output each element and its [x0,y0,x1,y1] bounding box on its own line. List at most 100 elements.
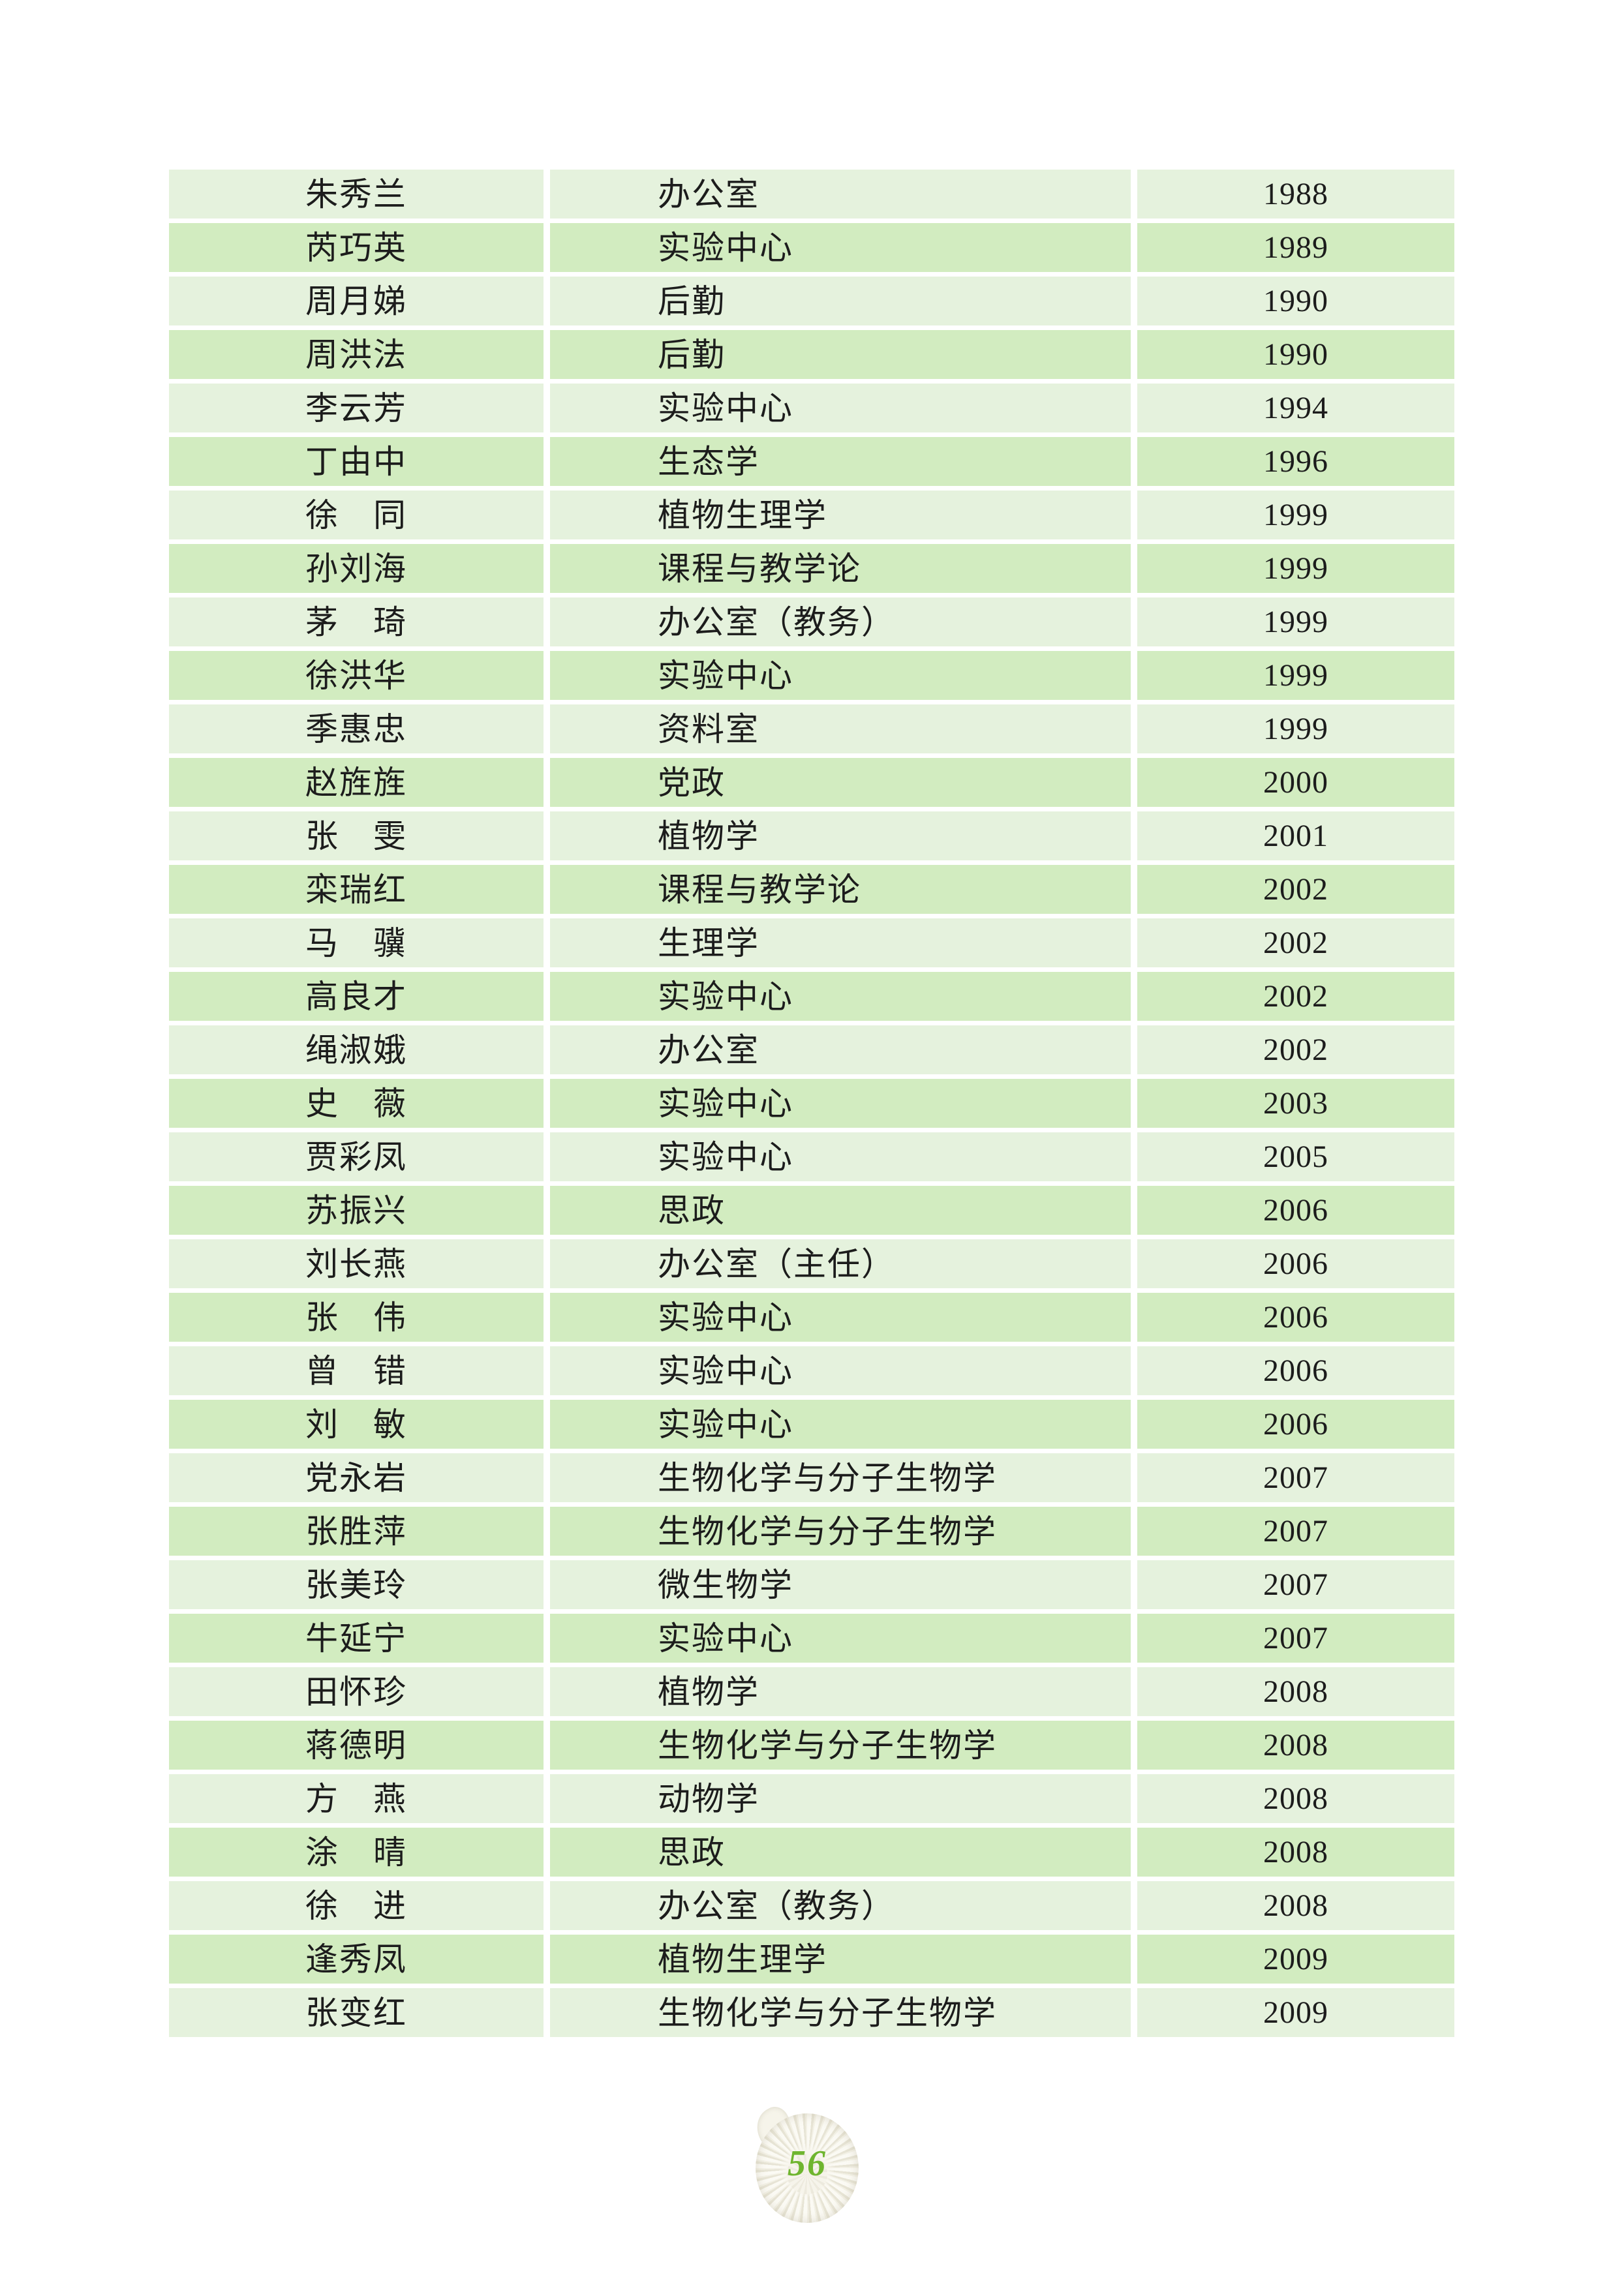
staff-department-cell: 思政 [550,1828,1131,1877]
staff-year-cell: 1996 [1137,437,1454,486]
table-row: 曾 错 实验中心 2006 [169,1346,1454,1395]
staff-name-cell: 苏振兴 [169,1186,544,1235]
table-row: 徐 同 植物生理学 1999 [169,491,1454,539]
staff-year-cell: 2006 [1137,1186,1454,1235]
table-row: 徐 进 办公室（教务） 2008 [169,1881,1454,1930]
staff-year-cell: 2001 [1137,811,1454,860]
staff-year-cell: 1999 [1137,704,1454,753]
table-row: 季惠忠 资料室 1999 [169,704,1454,753]
staff-year-cell: 2002 [1137,918,1454,967]
staff-department-cell: 思政 [550,1186,1131,1235]
table-row: 周月娣 后勤 1990 [169,277,1454,325]
staff-year-cell: 1999 [1137,491,1454,539]
staff-name-cell: 孙刘海 [169,544,544,593]
staff-year-cell: 1989 [1137,223,1454,272]
staff-department-cell: 办公室（教务） [550,1881,1131,1930]
staff-department-cell: 办公室（主任） [550,1239,1131,1288]
table-row: 赵旌旌 党政 2000 [169,758,1454,807]
table-row: 蒋德明 生物化学与分子生物学 2008 [169,1721,1454,1770]
staff-department-cell: 实验中心 [550,223,1131,272]
staff-department-cell: 植物学 [550,811,1131,860]
staff-name-cell: 张 雯 [169,811,544,860]
staff-department-cell: 后勤 [550,330,1131,379]
staff-name-cell: 高良才 [169,972,544,1021]
staff-name-cell: 曾 错 [169,1346,544,1395]
staff-department-cell: 课程与教学论 [550,544,1131,593]
table-row: 周洪法 后勤 1990 [169,330,1454,379]
table-row: 史 薇 实验中心 2003 [169,1079,1454,1128]
staff-name-cell: 史 薇 [169,1079,544,1128]
staff-department-cell: 动物学 [550,1774,1131,1823]
staff-department-cell: 微生物学 [550,1560,1131,1609]
staff-department-cell: 植物生理学 [550,491,1131,539]
staff-year-cell: 1990 [1137,277,1454,325]
table-row: 李云芳 实验中心 1994 [169,384,1454,432]
staff-name-cell: 季惠忠 [169,704,544,753]
staff-name-cell: 栾瑞红 [169,865,544,914]
staff-name-cell: 茅 琦 [169,597,544,646]
staff-year-cell: 2008 [1137,1774,1454,1823]
staff-name-cell: 党永岩 [169,1453,544,1502]
staff-department-cell: 生理学 [550,918,1131,967]
staff-department-cell: 办公室（教务） [550,597,1131,646]
staff-year-cell: 2007 [1137,1453,1454,1502]
staff-department-cell: 党政 [550,758,1131,807]
staff-year-cell: 2002 [1137,972,1454,1021]
table-row: 贾彩凤 实验中心 2005 [169,1132,1454,1181]
staff-department-cell: 生物化学与分子生物学 [550,1988,1131,2037]
staff-year-cell: 1990 [1137,330,1454,379]
table-row: 张 雯 植物学 2001 [169,811,1454,860]
staff-name-cell: 徐 同 [169,491,544,539]
staff-department-cell: 实验中心 [550,1346,1131,1395]
staff-year-cell: 2006 [1137,1293,1454,1342]
staff-year-cell: 1999 [1137,544,1454,593]
staff-department-cell: 实验中心 [550,1079,1131,1128]
table-row: 牛延宁 实验中心 2007 [169,1614,1454,1663]
staff-name-cell: 绳淑娥 [169,1025,544,1074]
staff-name-cell: 张美玲 [169,1560,544,1609]
staff-name-cell: 刘 敏 [169,1400,544,1449]
staff-department-cell: 生物化学与分子生物学 [550,1453,1131,1502]
table-row: 刘长燕 办公室（主任） 2006 [169,1239,1454,1288]
staff-name-cell: 马 骥 [169,918,544,967]
table-row: 丁由中 生态学 1996 [169,437,1454,486]
staff-name-cell: 逢秀凤 [169,1935,544,1984]
staff-year-cell: 2008 [1137,1828,1454,1877]
table-row: 高良才 实验中心 2002 [169,972,1454,1021]
staff-department-cell: 实验中心 [550,1614,1131,1663]
staff-name-cell: 张变红 [169,1988,544,2037]
staff-name-cell: 赵旌旌 [169,758,544,807]
table-row: 张美玲 微生物学 2007 [169,1560,1454,1609]
staff-department-cell: 实验中心 [550,651,1131,700]
staff-year-cell: 1999 [1137,597,1454,646]
staff-department-cell: 实验中心 [550,384,1131,432]
table-row: 逢秀凤 植物生理学 2009 [169,1935,1454,1984]
staff-department-cell: 生态学 [550,437,1131,486]
table-row: 绳淑娥 办公室 2002 [169,1025,1454,1074]
staff-department-cell: 植物学 [550,1667,1131,1716]
staff-department-cell: 办公室 [550,1025,1131,1074]
staff-name-cell: 张胜萍 [169,1507,544,1556]
staff-name-cell: 刘长燕 [169,1239,544,1288]
staff-year-cell: 1999 [1137,651,1454,700]
staff-year-cell: 2003 [1137,1079,1454,1128]
staff-name-cell: 丁由中 [169,437,544,486]
staff-name-cell: 李云芳 [169,384,544,432]
staff-name-cell: 田怀珍 [169,1667,544,1716]
staff-table: 朱秀兰 办公室 1988 芮巧英 实验中心 1989 周月娣 后勤 1990 周… [169,170,1454,2042]
table-row: 涂 晴 思政 2008 [169,1828,1454,1877]
staff-name-cell: 徐洪华 [169,651,544,700]
staff-name-cell: 方 燕 [169,1774,544,1823]
table-row: 芮巧英 实验中心 1989 [169,223,1454,272]
staff-department-cell: 后勤 [550,277,1131,325]
staff-year-cell: 1994 [1137,384,1454,432]
staff-year-cell: 2002 [1137,865,1454,914]
table-row: 栾瑞红 课程与教学论 2002 [169,865,1454,914]
staff-name-cell: 朱秀兰 [169,170,544,219]
table-row: 田怀珍 植物学 2008 [169,1667,1454,1716]
staff-year-cell: 2002 [1137,1025,1454,1074]
staff-name-cell: 牛延宁 [169,1614,544,1663]
staff-year-cell: 2008 [1137,1881,1454,1930]
staff-year-cell: 2007 [1137,1614,1454,1663]
staff-department-cell: 实验中心 [550,1132,1131,1181]
